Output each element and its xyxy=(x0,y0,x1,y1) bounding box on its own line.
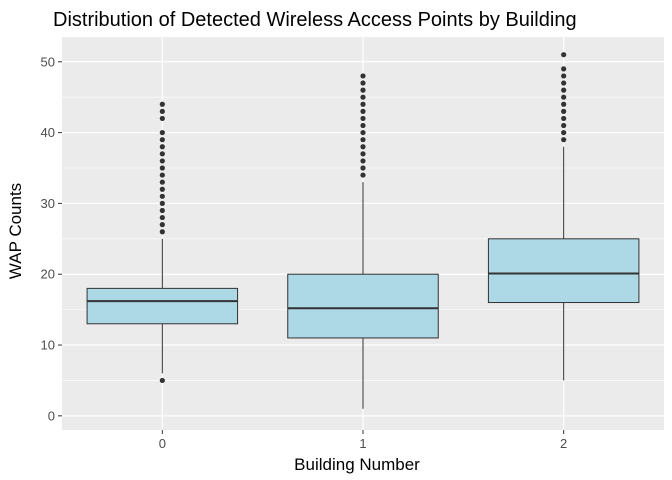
outlier-point xyxy=(561,137,567,143)
outlier-point xyxy=(360,144,366,150)
y-tick-label: 50 xyxy=(41,54,55,69)
outlier-point xyxy=(561,87,567,93)
outlier-point xyxy=(159,151,165,157)
outlier-point xyxy=(159,214,165,221)
outlier-point xyxy=(159,193,165,199)
outlier-point xyxy=(360,158,366,164)
chart-title: Distribution of Detected Wireless Access… xyxy=(53,9,577,31)
outlier-point xyxy=(360,115,366,122)
outlier-point xyxy=(360,108,366,114)
outlier-point xyxy=(561,129,567,136)
box-group-building-0 xyxy=(86,101,239,384)
outlier-point xyxy=(159,158,165,164)
outlier-point xyxy=(561,66,567,72)
outlier-point xyxy=(561,122,567,129)
outlier-point xyxy=(360,73,366,79)
x-tick-label: 1 xyxy=(359,436,366,451)
boxes-layer xyxy=(86,52,640,409)
box-iqr xyxy=(287,273,439,339)
axes-layer: 0 10 20 30 40 50 0 1 2 xyxy=(41,54,568,451)
outlier-point xyxy=(159,207,165,214)
outlier-point xyxy=(159,137,165,143)
x-tick-label: 2 xyxy=(560,436,567,451)
outlier-point xyxy=(360,87,366,93)
y-tick-label: 40 xyxy=(41,125,55,140)
outlier-point xyxy=(159,200,165,207)
outlier-point xyxy=(159,115,165,122)
box-group-building-1 xyxy=(287,73,439,409)
y-tick-label: 30 xyxy=(41,196,55,211)
outlier-point xyxy=(561,101,567,107)
outlier-point xyxy=(159,108,165,114)
outlier-point xyxy=(159,101,165,107)
x-tick-label: 0 xyxy=(159,436,166,451)
box-iqr xyxy=(86,287,239,325)
outlier-point xyxy=(360,80,366,86)
y-tick-label: 20 xyxy=(41,267,55,282)
outlier-point xyxy=(561,94,567,100)
outlier-point xyxy=(360,172,366,178)
outlier-point xyxy=(360,165,366,171)
x-axis-title: Building Number xyxy=(294,455,420,474)
outlier-point xyxy=(159,165,165,171)
outlier-point xyxy=(159,172,165,178)
outlier-point xyxy=(360,101,366,107)
outlier-point xyxy=(561,73,567,79)
outlier-point xyxy=(360,151,366,157)
y-tick-label: 0 xyxy=(48,408,55,423)
outlier-point xyxy=(360,94,366,100)
box-iqr xyxy=(487,238,640,304)
outlier-point xyxy=(360,122,366,129)
outlier-point xyxy=(159,129,165,136)
outlier-point xyxy=(561,115,567,122)
outlier-point xyxy=(561,52,567,58)
outlier-point xyxy=(159,186,165,192)
outlier-point xyxy=(159,377,165,384)
outlier-point xyxy=(159,179,165,185)
box-group-building-2 xyxy=(487,52,640,381)
y-tick-label: 10 xyxy=(41,338,55,353)
outlier-point xyxy=(360,137,366,143)
outlier-point xyxy=(360,129,366,136)
outlier-point xyxy=(159,229,165,235)
outlier-point xyxy=(159,144,165,150)
y-axis-title: WAP Counts xyxy=(6,183,25,279)
outlier-point xyxy=(561,108,567,114)
outlier-point xyxy=(159,222,165,228)
outlier-point xyxy=(561,80,567,86)
